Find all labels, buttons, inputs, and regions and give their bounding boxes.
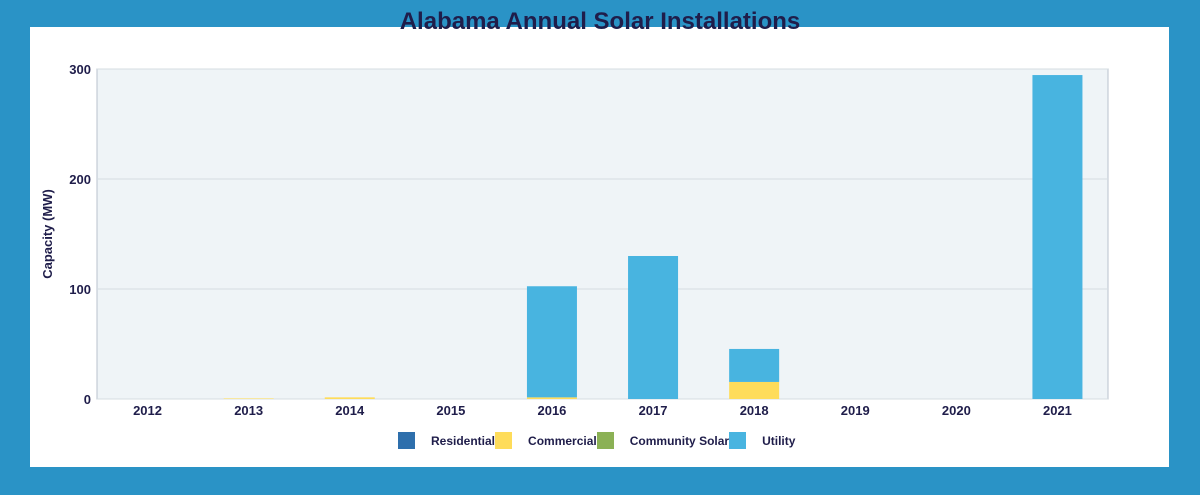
- legend-item[interactable]: Residential: [398, 432, 495, 449]
- bar-commercial-2013: [223, 398, 274, 399]
- plot-area: [96, 68, 1109, 400]
- x-tick-label: 2018: [740, 403, 769, 418]
- bar-utility-2017: [628, 256, 679, 399]
- legend-swatch: [596, 432, 614, 449]
- legend-item[interactable]: Community Solar: [596, 432, 730, 449]
- legend-label: Residential: [431, 433, 496, 448]
- legend-swatch: [398, 432, 415, 449]
- x-tick-label: 2021: [1043, 403, 1072, 418]
- bar-utility-2021: [1032, 75, 1083, 400]
- y-tick-label: 200: [69, 172, 91, 187]
- y-tick-label: 0: [84, 392, 91, 407]
- legend: Residential Commercial Community Solar Util…: [398, 432, 795, 449]
- legend-label: Utility: [762, 433, 796, 448]
- legend-item[interactable]: Commercial: [495, 432, 597, 449]
- legend-label: Commercial: [528, 433, 597, 448]
- y-axis-label: Capacity (MW): [40, 189, 55, 279]
- x-tick-label: 2012: [133, 403, 162, 418]
- chart-title: Alabama Annual Solar Installations: [399, 8, 801, 35]
- x-tick-label: 2017: [639, 403, 668, 418]
- x-tick-label: 2019: [841, 403, 870, 418]
- x-tick-label: 2016: [537, 403, 566, 418]
- legend-swatch: [495, 432, 513, 449]
- bar-commercial-2014: [324, 397, 375, 399]
- legend-item[interactable]: Utility: [729, 432, 795, 449]
- y-tick-label: 300: [69, 62, 91, 77]
- x-tick-label: 2020: [942, 403, 971, 418]
- bar-commercial-2018: [729, 381, 780, 399]
- bar-utility-2018: [729, 348, 780, 382]
- y-tick-label: 100: [69, 282, 91, 297]
- legend-swatch: [729, 432, 747, 449]
- x-tick-label: 2014: [335, 403, 365, 418]
- bar-utility-2016: [526, 286, 577, 398]
- x-tick-label: 2013: [234, 403, 263, 418]
- legend-label: Community Solar: [629, 433, 730, 448]
- bar-commercial-2016: [526, 397, 577, 399]
- x-tick-label: 2015: [436, 403, 465, 418]
